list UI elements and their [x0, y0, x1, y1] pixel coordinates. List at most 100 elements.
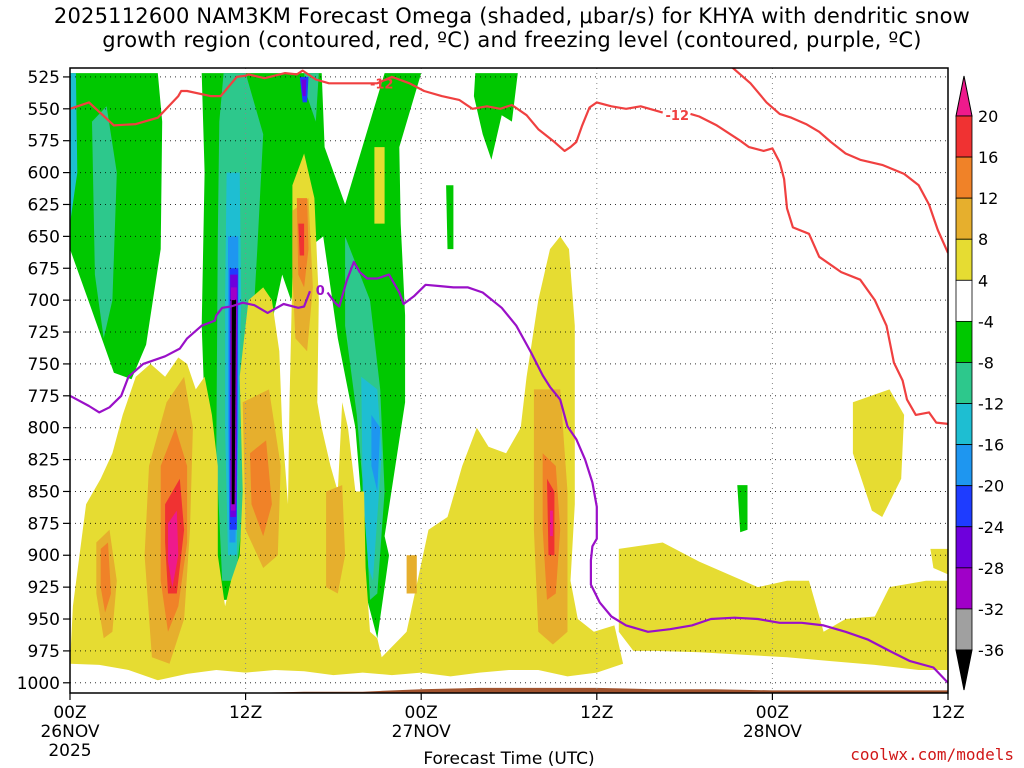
colorbar-bottom-triangle [955, 649, 973, 691]
omega-region-17 [473, 73, 518, 160]
x-tick-label-0-0: 00Z [53, 703, 86, 723]
omega-region-20 [70, 153, 624, 681]
omega-region-8 [371, 414, 381, 492]
omega-region-14 [231, 300, 237, 505]
x-tick-label-60-0: 12Z [931, 703, 964, 723]
omega-region-34 [250, 440, 272, 537]
y-tick-label-1000: 1000 [17, 674, 60, 694]
x-tick-label-48-0: 00Z [756, 703, 789, 723]
y-tick-label-550: 550 [28, 100, 60, 120]
y-tick-label-775: 775 [28, 387, 60, 407]
colorbar-bin-3 [955, 197, 973, 240]
x-tick-label-24-1: 27NOV [392, 722, 451, 742]
colorbar-label-0: 20 [978, 107, 998, 126]
omega-region-40 [168, 510, 179, 588]
grid-lines [70, 68, 948, 693]
y-tick-label-975: 975 [28, 642, 60, 662]
colorbar-label-8: -16 [978, 436, 1004, 455]
omega-region-41 [550, 510, 553, 537]
colorbar-label-5: -4 [978, 312, 994, 331]
colorbar-label-3: 8 [978, 230, 988, 249]
omega-region-38 [298, 223, 305, 256]
omega-region-2 [70, 73, 78, 224]
terrain-fill [245, 687, 948, 693]
y-tick-label-700: 700 [28, 291, 60, 311]
colorbar-bin-2 [955, 156, 973, 199]
y-tick-label-725: 725 [28, 323, 60, 343]
omega-region-16 [301, 79, 307, 97]
colorbar-label-1: 16 [978, 148, 998, 167]
y-tick-label-950: 950 [28, 610, 60, 630]
omega-region-18 [446, 185, 454, 250]
y-tick-label-875: 875 [28, 514, 60, 534]
contour-label--12-1: -12 [666, 109, 690, 124]
y-axis-ticks: 525 550 575 600 625 650 675 700 725 750 775 800 825 8… [17, 68, 70, 694]
colorbar-bin-12 [955, 567, 973, 610]
omega-region-23 [852, 389, 905, 517]
x-tick-label-0-1: 26NOV [40, 722, 99, 742]
y-tick-label-825: 825 [28, 451, 60, 471]
colorbar-label-2: 12 [978, 189, 998, 208]
x-axis-title: Forecast Time (UTC) [423, 749, 594, 768]
omega-region-19 [737, 485, 748, 533]
omega-region-1 [92, 106, 117, 339]
contour--12-segment-1 [690, 112, 948, 425]
x-tick-label-12-0: 12Z [229, 703, 262, 723]
colorbar-label-4: 4 [978, 271, 988, 290]
colorbar-top-triangle [955, 75, 973, 117]
colorbar-bin-13 [955, 608, 973, 651]
y-tick-label-925: 925 [28, 578, 60, 598]
chart-title-line-1: 2025112600 NAM3KM Forecast Omega (shaded… [53, 4, 971, 28]
colorbar-bin-6 [955, 320, 973, 363]
y-tick-label-900: 900 [28, 546, 60, 566]
colorbar-bin-11 [955, 526, 973, 569]
y-tick-label-800: 800 [28, 419, 60, 439]
colorbar-bin-5 [955, 279, 973, 322]
contour-label-0-0: 0 [316, 284, 325, 299]
colorbar-bin-4 [955, 238, 973, 281]
contour-labels: -12 -12 0 [316, 77, 689, 299]
y-tick-label-675: 675 [28, 259, 60, 279]
colorbar-label-12: -32 [978, 600, 1004, 619]
omega-shading [70, 73, 948, 681]
colorbar-bin-9 [955, 444, 973, 487]
omega-region-24 [930, 548, 948, 575]
omega-region-29 [326, 485, 346, 594]
y-tick-label-625: 625 [28, 195, 60, 215]
colorbar-label-6: -8 [978, 353, 994, 372]
terrain-area [245, 687, 948, 693]
colorbar-label-13: -36 [978, 641, 1004, 660]
credit-text: coolwx.com/models [850, 745, 1014, 764]
omega-region-21 [374, 147, 385, 224]
y-tick-label-750: 750 [28, 355, 60, 375]
colorbar-bin-8 [955, 403, 973, 446]
plot-frame [69, 67, 949, 694]
contour--12-segment-2 [731, 68, 948, 254]
y-tick-label-525: 525 [28, 68, 60, 88]
y-tick-label-850: 850 [28, 482, 60, 502]
y-tick-label-575: 575 [28, 132, 60, 152]
colorbar-bin-1 [955, 115, 973, 158]
omega-region-32 [100, 542, 111, 613]
colorbar-label-11: -28 [978, 559, 1004, 578]
y-tick-label-600: 600 [28, 164, 60, 184]
x-tick-label-24-0: 00Z [405, 703, 438, 723]
omega-region-30 [406, 555, 417, 594]
colorbar-label-10: -24 [978, 518, 1004, 537]
omega-region-0 [70, 73, 163, 380]
colorbar-bin-7 [955, 362, 973, 404]
contour--12-segment-0 [70, 69, 664, 152]
colorbar-label-9: -20 [978, 477, 1004, 496]
chart-title-line-2: growth region (contoured, red, ºC) and f… [102, 28, 922, 52]
chart-title: 2025112600 NAM3KM Forecast Omega (shaded… [0, 4, 1024, 52]
contour-0-segment-1 [326, 260, 948, 684]
x-tick-label-0-2: 2025 [48, 741, 91, 761]
x-tick-label-36-0: 12Z [580, 703, 613, 723]
omega-region-22 [618, 542, 948, 670]
contour-0-segment-0 [70, 290, 312, 414]
colorbar-bin-10 [955, 485, 973, 528]
contour-label--12-0: -12 [370, 77, 394, 92]
colorbar: 20 16 12 8 4 -4 -8 -12 -16 -20 -24 -28 -32 -36 [955, 75, 1004, 691]
